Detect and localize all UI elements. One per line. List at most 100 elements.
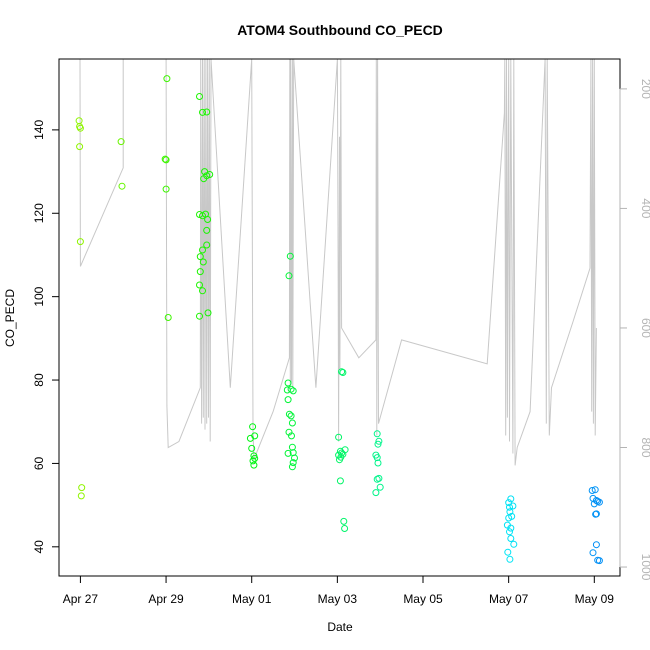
data-point [196,268,204,276]
data-point [199,258,207,266]
data-point [249,423,257,431]
data-point [592,510,600,518]
data-point [335,451,343,459]
x-tick-label: May 09 [575,592,615,606]
data-point [163,75,171,83]
y2-tick-label: 800 [639,437,650,457]
data-point [289,459,297,467]
data-point [284,449,292,457]
x-tick-label: May 07 [489,592,529,606]
data-point [200,175,208,183]
y-tick-label: 120 [32,203,46,223]
data-point [76,143,84,151]
data-point [375,437,383,445]
data-point [341,525,349,532]
chart-title: ATOM4 Southbound CO_PECD [237,22,443,38]
data-point [201,168,209,176]
data-point [507,495,515,503]
data-point [507,524,515,532]
data-point [592,541,600,549]
data-point [199,108,206,116]
data-point [199,287,206,295]
data-point [203,108,211,116]
data-point [505,514,513,522]
y-axis-label: CO_PECD [3,289,17,347]
data-point [373,454,381,462]
data-point [336,477,344,485]
data-point [506,528,513,536]
data-point [204,216,212,223]
data-point [505,499,513,507]
data-point [372,489,380,497]
data-point [284,396,292,404]
data-points-layer [75,75,603,565]
data-point [590,500,598,508]
data-point [203,226,211,234]
x-axis: Apr 27 Apr 29 May 01 May 03 May 05 May 07 May … [63,575,615,606]
data-point [206,171,214,178]
y-tick-label: 60 [32,456,46,470]
data-point [251,432,259,440]
data-point [335,433,343,441]
data-point [117,138,125,146]
y-tick-label: 40 [32,540,46,554]
data-point [374,459,382,467]
data-point [504,548,512,556]
data-point [509,502,517,510]
data-point [249,457,257,465]
data-point [338,368,346,376]
x-tick-label: May 03 [318,592,358,606]
data-point [164,314,172,321]
x-tick-label: Apr 27 [63,592,99,606]
data-point [76,238,84,246]
data-point [376,483,384,491]
y2-tick-label: 400 [639,198,650,218]
data-point [507,535,515,542]
data-point [336,456,343,464]
data-point [291,454,298,462]
data-point [285,410,293,418]
data-point [196,312,203,320]
data-point [196,93,203,100]
pressure-track-line [79,58,597,466]
y2-tick-label: 1000 [639,554,650,581]
data-point [286,252,294,260]
data-point [77,492,85,500]
data-point [162,156,170,164]
x-tick-label: May 01 [232,592,272,606]
data-point [288,443,296,451]
y-tick-label: 80 [32,373,46,387]
data-point [76,124,84,132]
data-point [199,246,206,254]
data-point [510,540,518,548]
data-point [78,484,86,492]
data-point [162,185,170,193]
data-point [288,432,295,440]
data-point [196,253,204,261]
data-point [287,385,295,393]
data-point [595,557,603,565]
data-point [285,272,293,280]
data-point [373,475,381,483]
data-point [250,461,258,469]
data-point [203,241,211,249]
data-point [506,555,514,563]
y2-tick-label: 200 [639,79,650,99]
data-point [284,379,292,387]
data-point [340,517,348,525]
x-tick-label: Apr 29 [148,592,184,606]
x-tick-label: May 05 [403,592,443,606]
data-point [374,440,382,448]
data-point [287,412,295,420]
data-point [204,309,212,317]
data-point [288,463,296,471]
y2-axis: 200 400 600 800 1000 [619,79,650,581]
data-point [288,419,296,427]
data-point [589,549,597,557]
y-tick-label: 140 [32,120,46,140]
data-point [339,369,347,376]
data-point [289,387,297,395]
y2-tick-label: 600 [639,318,650,338]
